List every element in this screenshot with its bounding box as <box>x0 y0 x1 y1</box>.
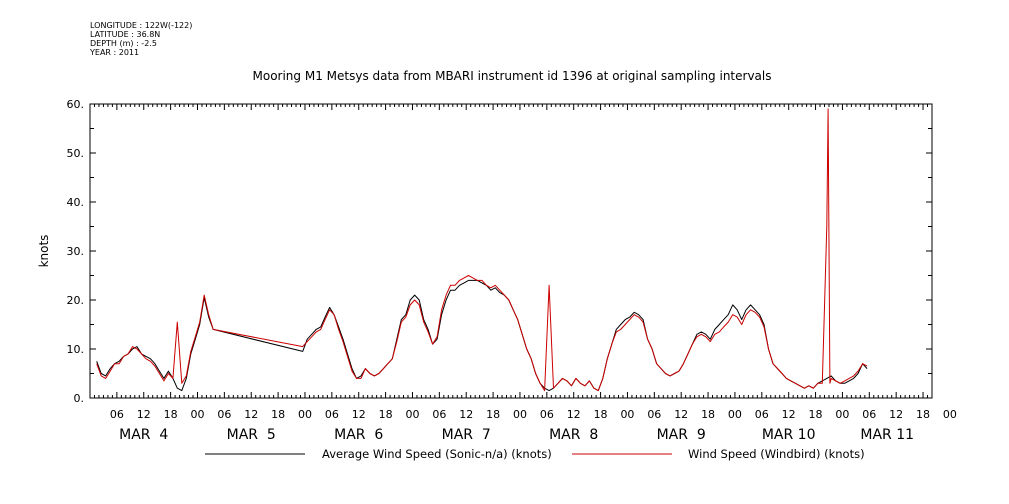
y-tick-label: 20. <box>67 294 85 307</box>
x-day-label: MAR 4 <box>119 427 168 443</box>
x-day-label: MAR 5 <box>227 427 276 443</box>
legend-label-windbird: Wind Speed (Windbird) (knots) <box>688 447 865 461</box>
y-tick-label: 30. <box>67 245 85 258</box>
x-hour-label: 00 <box>943 408 957 421</box>
x-hour-label: 12 <box>782 408 796 421</box>
x-hour-label: 12 <box>567 408 581 421</box>
depth-label: DEPTH (m) : -2.5 <box>90 39 157 48</box>
y-tick-label: 50. <box>67 147 85 160</box>
x-hour-label: 00 <box>835 408 849 421</box>
x-hour-label: 00 <box>298 408 312 421</box>
x-day-label: MAR 8 <box>549 427 598 443</box>
x-hour-label: 00 <box>190 408 204 421</box>
series-group <box>96 108 868 392</box>
legend-label-average: Average Wind Speed (Sonic-n/a) (knots) <box>322 447 552 461</box>
x-hour-label: 06 <box>217 408 231 421</box>
x-hour-label: 06 <box>540 408 554 421</box>
y-tick-label: 60. <box>67 98 85 111</box>
x-hour-label: 18 <box>164 408 178 421</box>
series-average-wind-speed <box>96 279 868 392</box>
metadata-block: LONGITUDE : 122W(-122) LATITUDE : 36.8N … <box>90 21 192 57</box>
x-hour-label: 00 <box>728 408 742 421</box>
x-hour-label: 06 <box>110 408 124 421</box>
x-hour-label: 18 <box>379 408 393 421</box>
x-day-label: MAR 10 <box>762 427 816 443</box>
year-label: YEAR : 2011 <box>90 48 140 57</box>
x-hour-label: 12 <box>889 408 903 421</box>
x-day-label: MAR 6 <box>334 427 383 443</box>
axes: 0. 10. 20. 30. 40. 50. 60. 06 12 18 00 06 12 18 00 06 12… <box>67 98 957 443</box>
chart-title: Mooring M1 Metsys data from MBARI instru… <box>253 69 772 83</box>
x-hour-label: 18 <box>594 408 608 421</box>
y-axis-label: knots <box>37 235 51 268</box>
x-hour-label: 12 <box>137 408 151 421</box>
y-tick-label: 10. <box>67 343 85 356</box>
x-hour-label: 18 <box>486 408 500 421</box>
x-hour-label: 06 <box>862 408 876 421</box>
x-day-label: MAR 7 <box>442 427 491 443</box>
x-hour-label: 06 <box>755 408 769 421</box>
x-day-label: MAR 9 <box>657 427 706 443</box>
x-hour-label: 18 <box>916 408 930 421</box>
x-hour-label: 18 <box>809 408 823 421</box>
x-hour-label: 12 <box>244 408 258 421</box>
x-hour-label: 06 <box>325 408 339 421</box>
x-hour-label: 06 <box>432 408 446 421</box>
x-hour-label: 12 <box>459 408 473 421</box>
y-tick-label: 0. <box>74 392 85 405</box>
legend: Average Wind Speed (Sonic-n/a) (knots) W… <box>205 447 865 461</box>
latitude-label: LATITUDE : 36.8N <box>90 30 161 39</box>
x-day-label: MAR 11 <box>860 427 914 443</box>
longitude-label: LONGITUDE : 122W(-122) <box>90 21 193 30</box>
x-hour-label: 12 <box>674 408 688 421</box>
x-hour-label: 12 <box>352 408 366 421</box>
plot-frame <box>89 103 933 399</box>
x-hour-label: 00 <box>620 408 634 421</box>
y-tick-label: 40. <box>67 196 85 209</box>
x-hour-label: 18 <box>271 408 285 421</box>
series-windbird-wind-speed <box>96 108 868 392</box>
x-hour-label: 00 <box>513 408 527 421</box>
x-hour-label: 06 <box>647 408 661 421</box>
x-hour-label: 00 <box>405 408 419 421</box>
x-hour-label: 18 <box>701 408 715 421</box>
